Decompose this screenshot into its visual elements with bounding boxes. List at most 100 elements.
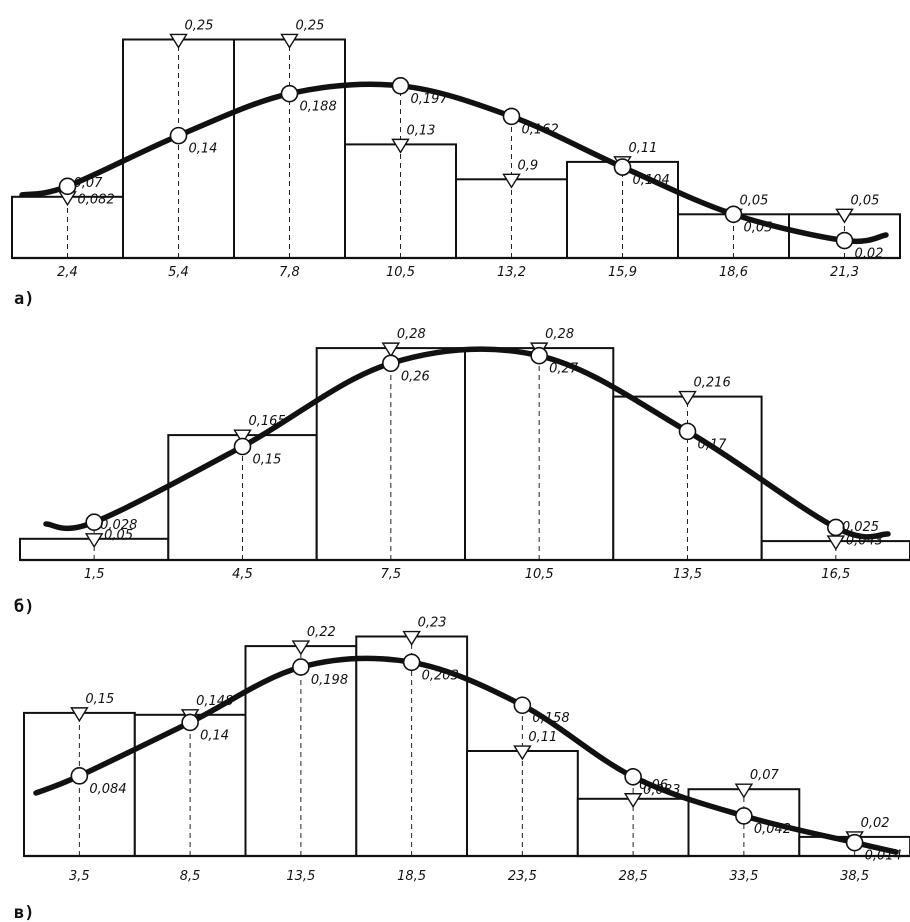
chart-panel-3: 0,15 0,148 0,22 0,23 0,11 0,06 0,07 0,02 0,084 0,… (14, 616, 910, 922)
x-tick-label: 10,5 (525, 567, 554, 582)
x-tick-label: 15,9 (608, 265, 637, 280)
bar-value-label: 0,216 (694, 376, 731, 391)
curve-point (678, 422, 697, 441)
x-tick-label: 21,3 (830, 265, 859, 280)
curve-point (835, 231, 854, 250)
x-tick-label: 16,5 (821, 567, 850, 582)
histogram-marker (291, 640, 311, 656)
x-tick-label: 13,2 (497, 265, 526, 280)
curve-point (530, 346, 548, 365)
bar-value-label: 0,165 (249, 414, 286, 429)
x-tick-label: 18,6 (719, 265, 748, 280)
curve-value-label: 0,042 (754, 822, 791, 837)
x-tick-label: 33,5 (729, 869, 758, 884)
curve-point (169, 126, 188, 145)
x-tick-label: 2,4 (57, 265, 78, 280)
bar-value-label: 0,28 (397, 327, 426, 342)
panel-label: б) (14, 597, 34, 617)
curve-point (233, 437, 252, 456)
x-tick-label: 4,5 (232, 567, 253, 582)
curve-value-label: 0,197 (411, 92, 449, 107)
curve-value-label: 0,083 (643, 783, 680, 798)
curve-point (735, 807, 753, 825)
chart-panel-2: 0,028 0,165 0,28 0,28 0,216 0,025 0,05 0,15 0,26… (14, 327, 910, 617)
curve-point (613, 158, 632, 176)
curve-value-label: 0,043 (846, 533, 883, 548)
histogram-marker (391, 138, 410, 154)
curve-value-label: 0,02 (855, 247, 884, 262)
bar-value-label: 0,07 (750, 768, 780, 783)
x-tick-label: 7,5 (380, 567, 401, 582)
curve-point (280, 84, 299, 103)
histogram-marker (84, 533, 104, 549)
x-tick-label: 18,5 (397, 869, 426, 884)
histogram-marker (70, 707, 89, 723)
bar-value-label: 0,13 (407, 123, 436, 138)
bar-value-label: 0,02 (861, 816, 890, 831)
curve-point (502, 107, 521, 126)
x-tick-label: 5,4 (168, 265, 189, 280)
curve-value-label: 0,104 (633, 173, 670, 188)
bar-value-label: 0,15 (85, 692, 114, 707)
histogram-marker (402, 630, 421, 646)
histogram-marker (502, 173, 521, 189)
curve-value-label: 0,14 (189, 142, 218, 157)
panel-label: в) (14, 903, 34, 922)
histogram-marker (734, 783, 754, 799)
histogram-marker (169, 33, 188, 49)
histogram-bar (466, 750, 579, 857)
histogram-marker (678, 390, 697, 406)
theoretical-curve (19, 81, 889, 245)
x-tick-label: 8,5 (180, 869, 201, 884)
curve-point (391, 77, 410, 95)
histogram-marker (280, 33, 299, 49)
bar-value-label: 0,11 (629, 141, 658, 156)
bar-value-label: 0,22 (307, 625, 336, 640)
curve-value-label: 0,198 (311, 673, 348, 688)
bar-value-label: 0,06 (639, 778, 668, 793)
curve-value-label: 0,162 (522, 122, 559, 137)
x-tick-label: 13,5 (286, 869, 315, 884)
curve-point (624, 768, 642, 786)
histogram-marker (381, 342, 401, 358)
x-tick-label: 38,5 (840, 869, 869, 884)
curve-value-label: 0,05 (104, 528, 133, 543)
curve-point (382, 354, 400, 373)
curve-value-label: 0,188 (300, 100, 337, 115)
curve-point (724, 205, 743, 224)
curve-value-label: 0,05 (744, 220, 773, 235)
bar-value-label: 0,25 (185, 18, 214, 33)
curve-point (845, 833, 864, 852)
curve-value-label: 0,082 (78, 192, 115, 207)
curve-point (513, 696, 532, 715)
histogram-bar (464, 347, 615, 561)
x-tick-label: 23,5 (508, 869, 537, 884)
curve-value-label: 0,27 (549, 362, 579, 377)
chart-panel-1: 0,07 0,25 0,25 0,13 0,9 0,11 0,05 0,05 0,082 0,14… (11, 18, 901, 309)
x-tick-label: 7,8 (279, 265, 300, 280)
curve-value-label: 0,203 (422, 668, 459, 683)
bar-value-label: 0,25 (296, 18, 325, 33)
curve-point (85, 513, 103, 531)
curve-point (58, 177, 77, 196)
curve-point (402, 653, 421, 672)
curve-point (292, 658, 310, 676)
x-tick-label: 10,5 (386, 265, 415, 280)
histogram-marker (513, 745, 532, 761)
x-tick-label: 3,5 (69, 869, 90, 884)
histogram-marker (233, 429, 252, 445)
theoretical-curve (33, 655, 899, 855)
curve-value-label: 0,26 (401, 369, 430, 384)
x-tick-label: 13,5 (673, 567, 702, 582)
curve-value-label: 0,17 (698, 437, 728, 452)
x-tick-label: 28,5 (619, 869, 648, 884)
bar-value-label: 0,28 (545, 327, 574, 342)
histogram-marker (623, 793, 643, 809)
theoretical-curve (43, 346, 891, 540)
curve-value-label: 0,014 (865, 849, 902, 864)
curve-point (70, 767, 89, 785)
curve-value-label: 0,084 (89, 782, 126, 797)
histogram-marker (835, 208, 854, 224)
curve-value-label: 0,14 (200, 728, 229, 743)
